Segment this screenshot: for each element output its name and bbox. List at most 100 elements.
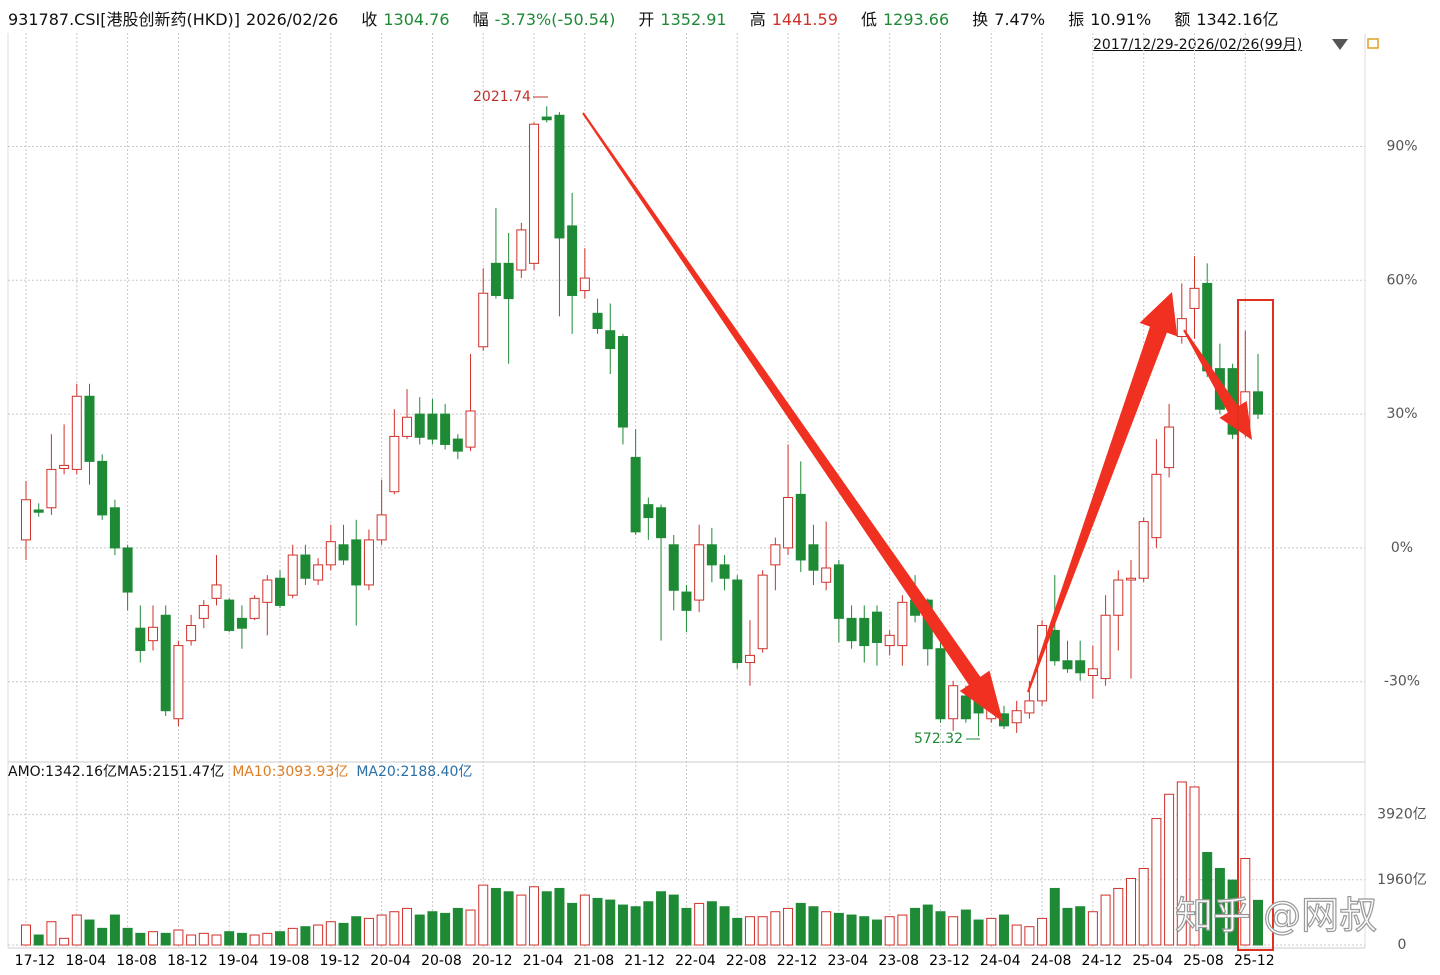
candle-body bbox=[960, 695, 971, 720]
candle-body bbox=[719, 564, 730, 579]
value: 7.47% bbox=[994, 10, 1046, 29]
volume-bar bbox=[986, 917, 997, 946]
x-tick-label: 21-04 bbox=[523, 953, 564, 969]
candle-body bbox=[198, 604, 209, 619]
candle-body bbox=[757, 574, 768, 650]
label: 高 bbox=[749, 10, 766, 29]
candle-body bbox=[503, 262, 514, 300]
candle-body bbox=[935, 648, 946, 720]
volume-bar bbox=[1202, 852, 1213, 946]
volume-bar bbox=[1189, 786, 1200, 946]
legend-entry: MA20:2188.40亿 bbox=[356, 764, 472, 780]
volume-bar bbox=[414, 914, 425, 946]
highlight-box bbox=[1237, 299, 1274, 951]
value: 1293.66 bbox=[882, 10, 950, 29]
candle-body bbox=[516, 229, 527, 271]
candle-body bbox=[579, 277, 590, 292]
x-tick-label: 24-08 bbox=[1031, 953, 1072, 969]
candle-body bbox=[643, 504, 654, 519]
volume-bar bbox=[897, 914, 908, 946]
volume-bar bbox=[795, 902, 806, 946]
candle-body bbox=[770, 544, 781, 566]
x-tick-label: 20-04 bbox=[370, 953, 411, 969]
volume-bar bbox=[351, 916, 362, 946]
y-tick-label: 90% bbox=[1386, 139, 1417, 155]
candle-body bbox=[656, 507, 667, 539]
candle-body bbox=[122, 547, 133, 593]
lock-icon[interactable] bbox=[1367, 38, 1379, 49]
candle-body bbox=[160, 614, 171, 712]
range-selector[interactable]: 2017/12/29-2026/02/26(99月) bbox=[1093, 37, 1303, 53]
volume-bar bbox=[808, 906, 819, 946]
candle-body bbox=[1138, 521, 1149, 579]
volume-bar bbox=[173, 929, 184, 946]
volume-bar bbox=[427, 911, 438, 946]
candle-body bbox=[249, 597, 260, 619]
volume-bar bbox=[821, 911, 832, 946]
volume-bar bbox=[922, 904, 933, 946]
candle-body bbox=[1151, 473, 1162, 539]
candle-body bbox=[617, 336, 628, 428]
y-tick-label: -30% bbox=[1384, 674, 1420, 690]
quote-header: 931787.CSI[港股创新药(HKD)] 2026/02/26 收 1304.7… bbox=[8, 6, 1285, 30]
candle-body bbox=[592, 312, 603, 329]
volume-bar bbox=[1138, 867, 1149, 946]
volume-bar bbox=[960, 909, 971, 946]
x-tick-label: 18-08 bbox=[116, 953, 157, 969]
volume-bar bbox=[1176, 781, 1187, 946]
candle-body bbox=[440, 413, 451, 445]
candle-body bbox=[402, 416, 413, 437]
candle-body bbox=[1189, 287, 1200, 309]
volume-bar bbox=[579, 894, 590, 946]
x-tick-label: 19-12 bbox=[319, 953, 360, 969]
candle-body bbox=[71, 395, 82, 470]
volume-bar bbox=[287, 927, 298, 946]
candle-body bbox=[821, 567, 832, 583]
volume-bar bbox=[503, 891, 514, 946]
legend-entry: MA10:3093.93亿 bbox=[232, 764, 348, 780]
volume-bar bbox=[529, 886, 540, 946]
dropdown-icon[interactable] bbox=[1332, 39, 1348, 50]
x-tick-label: 20-08 bbox=[421, 953, 462, 969]
volume-bar bbox=[198, 932, 209, 946]
candle-body bbox=[668, 544, 679, 591]
legend-entry: AMO:1342.16亿MA5:2151.47亿 bbox=[8, 764, 224, 780]
symbol: 931787.CSI[港股创新药(HKD)] bbox=[8, 10, 241, 29]
candle-body bbox=[236, 617, 247, 629]
volume-bar bbox=[186, 934, 197, 946]
candle-body bbox=[541, 116, 552, 121]
annotation-arrow bbox=[1027, 292, 1178, 693]
candle-body bbox=[465, 410, 476, 448]
candle-body bbox=[389, 435, 400, 493]
candle-body bbox=[783, 497, 794, 549]
label: 换 bbox=[972, 10, 989, 29]
candle-body bbox=[1113, 579, 1124, 616]
candle-body bbox=[287, 554, 298, 596]
candle-body bbox=[1075, 660, 1086, 674]
value: 1352.91 bbox=[660, 10, 727, 29]
volume-bar bbox=[160, 932, 171, 946]
candle-body bbox=[859, 617, 870, 647]
candle-body bbox=[1100, 614, 1111, 680]
volume-bar bbox=[948, 916, 959, 946]
x-tick-label: 22-04 bbox=[675, 953, 716, 969]
candle-body bbox=[338, 544, 349, 561]
candle-body bbox=[871, 611, 882, 643]
candle-body bbox=[998, 713, 1009, 727]
label: 低 bbox=[860, 10, 877, 29]
x-tick-label: 18-12 bbox=[167, 953, 208, 969]
volume-bar bbox=[313, 924, 324, 946]
candle-body bbox=[529, 123, 540, 264]
watermark: 知乎 @网叔 bbox=[1175, 894, 1377, 938]
volume-bar bbox=[148, 931, 159, 946]
volume-bar bbox=[1253, 899, 1263, 946]
candle-body bbox=[33, 509, 44, 513]
candle-body bbox=[1087, 668, 1098, 676]
candle-body bbox=[262, 579, 273, 603]
x-tick-label: 22-12 bbox=[777, 953, 818, 969]
volume-bar bbox=[668, 894, 679, 946]
volume-bar bbox=[402, 907, 413, 946]
volume-bar bbox=[757, 916, 768, 946]
x-tick-label: 21-12 bbox=[624, 953, 665, 969]
volume-bar bbox=[681, 907, 692, 946]
